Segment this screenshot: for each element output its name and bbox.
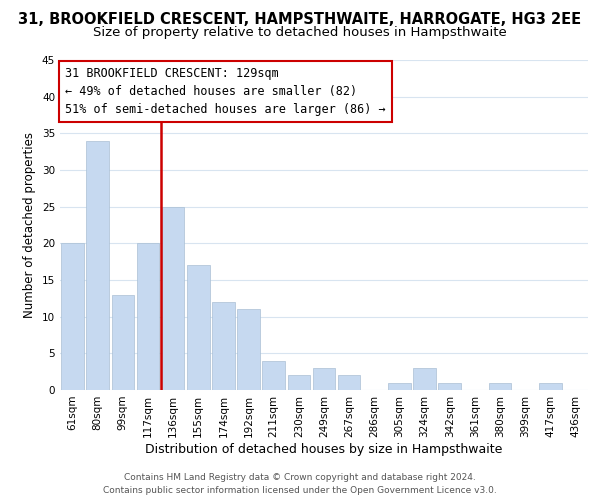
Bar	[187, 266, 209, 390]
Bar	[212, 302, 235, 390]
Text: 31, BROOKFIELD CRESCENT, HAMPSTHWAITE, HARROGATE, HG3 2EE: 31, BROOKFIELD CRESCENT, HAMPSTHWAITE, H…	[19, 12, 581, 28]
Bar	[287, 376, 310, 390]
Bar	[112, 294, 134, 390]
Bar	[313, 368, 335, 390]
Bar	[488, 382, 511, 390]
Text: Contains HM Land Registry data © Crown copyright and database right 2024.
Contai: Contains HM Land Registry data © Crown c…	[103, 474, 497, 495]
Text: 31 BROOKFIELD CRESCENT: 129sqm
← 49% of detached houses are smaller (82)
51% of : 31 BROOKFIELD CRESCENT: 129sqm ← 49% of …	[65, 66, 386, 116]
Bar	[262, 360, 285, 390]
Bar	[86, 140, 109, 390]
Bar	[439, 382, 461, 390]
Bar	[61, 244, 84, 390]
Bar	[338, 376, 361, 390]
Text: Size of property relative to detached houses in Hampsthwaite: Size of property relative to detached ho…	[93, 26, 507, 39]
X-axis label: Distribution of detached houses by size in Hampsthwaite: Distribution of detached houses by size …	[145, 442, 503, 456]
Bar	[162, 206, 184, 390]
Bar	[388, 382, 411, 390]
Bar	[539, 382, 562, 390]
Y-axis label: Number of detached properties: Number of detached properties	[23, 132, 37, 318]
Bar	[413, 368, 436, 390]
Bar	[237, 310, 260, 390]
Bar	[137, 244, 160, 390]
